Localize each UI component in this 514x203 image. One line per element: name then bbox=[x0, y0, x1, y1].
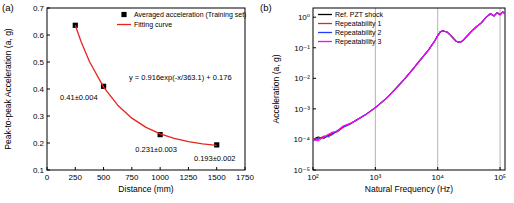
y-tick bbox=[47, 62, 50, 63]
y-tick-label: 0.3 bbox=[33, 112, 45, 121]
legend-swatch bbox=[121, 12, 126, 17]
y-axis-title: Peak-to-peak Acceleration (a, g) bbox=[3, 28, 13, 150]
x-axis-title: Natural Frequency (Hz) bbox=[365, 184, 454, 194]
y-tick bbox=[47, 8, 50, 9]
data-label: 0.231±0.003 bbox=[135, 145, 177, 154]
series-line bbox=[313, 12, 505, 141]
x-tick bbox=[437, 167, 438, 170]
y-tick-label: 0.7 bbox=[33, 4, 45, 13]
y-tick-label: 10⁻³ bbox=[294, 105, 310, 114]
y-tick-label: 10⁻² bbox=[294, 74, 310, 83]
y-tick-label: 10⁻⁵ bbox=[294, 166, 310, 175]
legend-swatch bbox=[318, 41, 332, 42]
x-tick-label: 10³ bbox=[370, 173, 382, 182]
legend-swatch bbox=[117, 24, 131, 25]
y-tick-label: 10⁻⁴ bbox=[293, 135, 310, 144]
y-tick-label: 10⁻¹ bbox=[294, 44, 310, 53]
x-tick bbox=[375, 167, 376, 170]
legend-label: Repeatability 3 bbox=[335, 38, 381, 46]
x-tick bbox=[160, 167, 161, 170]
y-tick bbox=[313, 17, 316, 18]
x-tick-label: 1000 bbox=[151, 173, 169, 182]
y-tick bbox=[47, 143, 50, 144]
x-tick-label: 1750 bbox=[236, 173, 254, 182]
x-tick bbox=[188, 167, 189, 170]
y-tick bbox=[47, 170, 50, 171]
x-tick-label: 750 bbox=[125, 173, 139, 182]
x-tick-label: 0 bbox=[45, 173, 50, 182]
legend: Averaged acceleration (Training set) Fitt… bbox=[117, 11, 246, 29]
x-tick bbox=[216, 167, 217, 170]
plot-area bbox=[313, 12, 505, 141]
y-tick bbox=[47, 116, 50, 117]
legend-swatch bbox=[318, 23, 332, 24]
x-tick-label: 1500 bbox=[208, 173, 226, 182]
labels: 0.41±0.004 0.231±0.003 0.193±0.002 y = 0.91… bbox=[60, 73, 235, 163]
x-axis-title: Distance (mm) bbox=[118, 184, 173, 194]
x-tick-label: 10⁴ bbox=[432, 173, 445, 182]
legend: Ref. PZT shockRepeatability 1Repeatabili… bbox=[318, 11, 384, 46]
y-axis-title: Acceleration (a, g) bbox=[271, 54, 281, 123]
x-tick-label: 10⁵ bbox=[494, 173, 506, 182]
y-tick-label: 10⁰ bbox=[298, 13, 310, 22]
legend-label: Averaged acceleration (Training set) bbox=[134, 11, 246, 19]
grid-line bbox=[437, 8, 438, 170]
y-tick-label: 0.5 bbox=[33, 58, 45, 67]
x-tick bbox=[75, 167, 76, 170]
y-tick bbox=[47, 35, 50, 36]
y-tick-label: 0.6 bbox=[33, 31, 45, 40]
legend-label: Repeatability 2 bbox=[335, 29, 381, 37]
legend-label: Repeatability 1 bbox=[335, 20, 381, 28]
panel-1: 10²10³10⁴10⁵10⁻⁵10⁻⁴10⁻³10⁻²10⁻¹10⁰Natur… bbox=[260, 2, 506, 194]
x-tick bbox=[500, 167, 501, 170]
x-tick bbox=[245, 167, 246, 170]
legend-swatch bbox=[318, 14, 332, 15]
legend-label: Ref. PZT shock bbox=[335, 11, 384, 18]
data-label: 0.193±0.002 bbox=[194, 154, 236, 163]
plot-frame bbox=[313, 8, 505, 170]
plot-area bbox=[73, 23, 220, 148]
y-tick bbox=[47, 89, 50, 90]
legend-label: Fitting curve bbox=[134, 21, 172, 29]
y-tick-label: 0.4 bbox=[33, 85, 45, 94]
panel-label: (b) bbox=[260, 2, 272, 13]
figure: 0 250 500 750 1000 1250 1500 1750 0.1 0.2 0.3 0.4 0.… bbox=[0, 0, 514, 203]
panel-label: (a) bbox=[2, 2, 14, 13]
x-tick bbox=[103, 167, 104, 170]
annotation: y = 0.916exp(-x/363.1) + 0.176 bbox=[129, 73, 232, 82]
y-tick bbox=[313, 108, 316, 109]
y-tick bbox=[313, 78, 316, 79]
plot-frame bbox=[47, 8, 245, 170]
y-tick-label: 0.2 bbox=[33, 139, 45, 148]
series-line bbox=[313, 12, 505, 140]
x-tick-label: 1250 bbox=[180, 173, 198, 182]
series-line bbox=[75, 25, 216, 145]
x-tick-label: 250 bbox=[69, 173, 83, 182]
y-tick bbox=[313, 47, 316, 48]
data-label: 0.41±0.004 bbox=[60, 93, 97, 102]
y-tick bbox=[313, 170, 316, 171]
y-tick-label: 0.1 bbox=[33, 166, 45, 175]
series-line bbox=[313, 12, 505, 140]
panel-0: 0 250 500 750 1000 1250 1500 1750 0.1 0.2 0.3 0.4 0.… bbox=[2, 2, 254, 194]
x-tick bbox=[131, 167, 132, 170]
series-line bbox=[313, 12, 505, 141]
grid-line bbox=[500, 8, 501, 170]
x-tick-label: 500 bbox=[97, 173, 111, 182]
legend-swatch bbox=[318, 32, 332, 33]
